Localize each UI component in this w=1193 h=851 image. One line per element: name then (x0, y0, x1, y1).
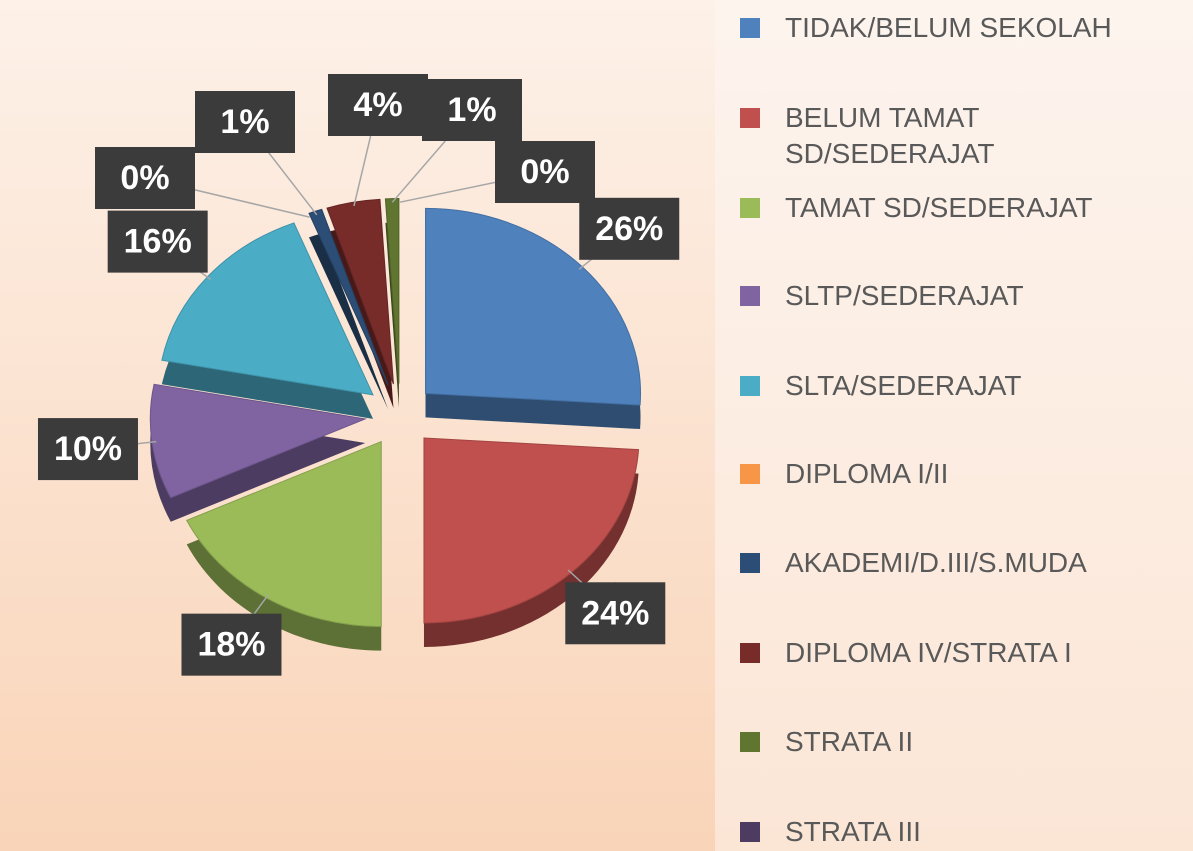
legend-swatch (740, 643, 760, 663)
legend-label: STRATA III (785, 816, 921, 847)
legend-swatch (740, 18, 760, 38)
legend-swatch (740, 553, 760, 573)
slice (308, 208, 389, 386)
data-label: 24% (581, 594, 649, 632)
data-label: 4% (353, 86, 402, 124)
legend-label: BELUM TAMAT SD/SEDERAJAT (785, 102, 995, 169)
data-label: 16% (124, 223, 192, 261)
legend-swatch (740, 198, 760, 218)
legend-label: TAMAT SD/SEDERAJAT (785, 192, 1093, 223)
data-label-box (495, 141, 595, 203)
legend-label: SLTP/SEDERAJAT (785, 280, 1024, 311)
legend-swatch (740, 464, 760, 484)
data-label: 10% (54, 430, 122, 468)
legend-label: AKADEMI/D.III/S.MUDA (785, 547, 1087, 578)
data-label: 26% (595, 210, 663, 248)
chart: 26% 24% 18% 10% 16% 0% 1% 4% 1% 0% (37, 74, 680, 676)
legend-swatch (740, 732, 760, 752)
legend-swatch (740, 108, 760, 128)
data-label: 0% (520, 153, 569, 191)
legend-label: DIPLOMA IV/STRATA I (785, 637, 1072, 668)
legend-label: DIPLOMA I/II (785, 458, 949, 489)
slice (326, 198, 394, 385)
legend-label: STRATA II (785, 726, 914, 757)
data-label-box (107, 210, 208, 273)
data-label-box (565, 582, 666, 645)
data-label-box (37, 418, 138, 481)
slice-side (308, 233, 389, 410)
data-label-box (579, 197, 680, 260)
data-label-box (95, 147, 195, 209)
data-label-box (328, 74, 428, 136)
data-label-box (195, 91, 295, 153)
data-label: 1% (447, 91, 496, 129)
legend: TIDAK/BELUM SEKOLAH BELUM TAMAT SD/SEDERA… (715, 0, 1193, 851)
data-label-box (422, 79, 522, 141)
legend-label: TIDAK/BELUM SEKOLAH (785, 12, 1112, 43)
data-label: 1% (220, 103, 269, 141)
data-label-box (181, 613, 282, 676)
data-label: 18% (197, 626, 265, 664)
legend-label: SLTA/SEDERAJAT (785, 370, 1022, 401)
slice (384, 198, 400, 384)
legend-swatch (740, 376, 760, 396)
data-label: 0% (120, 159, 169, 197)
legend-swatch (740, 286, 760, 306)
legend-swatch (740, 822, 760, 842)
